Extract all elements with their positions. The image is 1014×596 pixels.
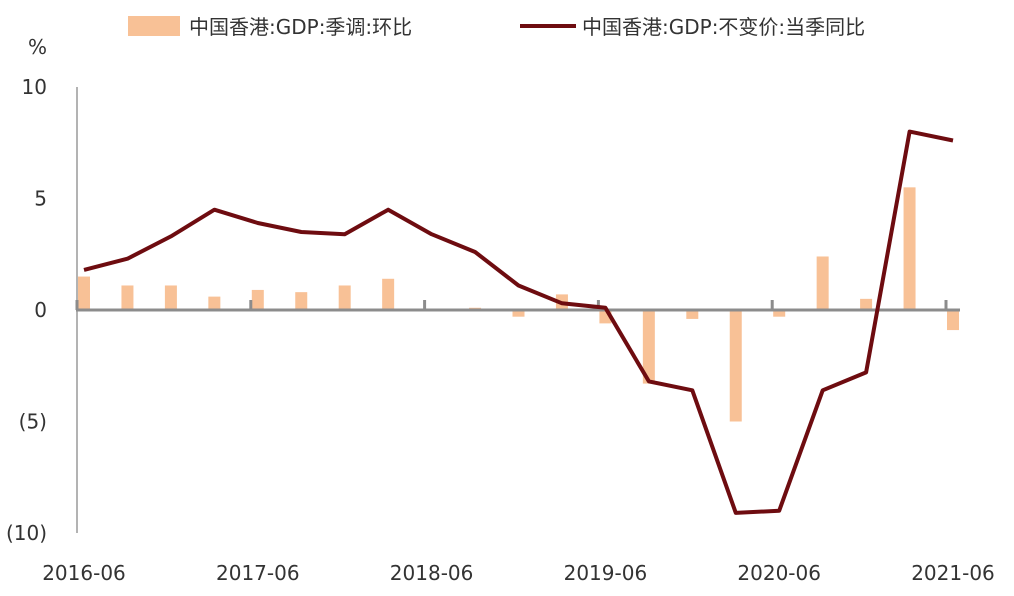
bar [947, 310, 959, 331]
bar [251, 289, 264, 310]
bar [642, 310, 655, 384]
x-axis-labels: 2016-06 2017-06 2018-06 2019-06 2020-06 2021-… [42, 561, 995, 585]
bar [729, 310, 742, 422]
y-axis-ticks: 10 5 0 (5) (10) [6, 75, 47, 545]
x-tick-label: 2020-06 [737, 561, 821, 585]
legend-swatch-bar [128, 16, 180, 36]
legend: 中国香港:GDP:季调:环比 中国香港:GDP:不变价:当季同比 [128, 15, 865, 39]
bar [382, 278, 395, 310]
y-unit-label: % [28, 35, 47, 59]
y-tick-label: (5) [19, 410, 47, 434]
bar [686, 310, 699, 319]
y-tick-label: 0 [34, 298, 47, 322]
legend-label-bar: 中国香港:GDP:季调:环比 [189, 15, 412, 39]
bar [903, 187, 916, 310]
x-tick-label: 2021-06 [911, 561, 995, 585]
y-tick-label: (10) [6, 521, 47, 545]
y-tick-label: 5 [34, 187, 47, 211]
yoy-line [83, 129, 954, 515]
y-tick-label: 10 [22, 75, 47, 99]
bar [773, 310, 786, 317]
bar [338, 285, 351, 310]
bar [295, 292, 308, 310]
x-tick-label: 2018-06 [390, 561, 474, 585]
bar [512, 310, 525, 317]
bar [78, 276, 90, 310]
bar-series [78, 187, 959, 422]
x-tick-label: 2017-06 [216, 561, 300, 585]
bar [860, 298, 873, 310]
bar [121, 285, 134, 310]
bar [208, 296, 221, 310]
bar [816, 256, 829, 310]
x-tick-label: 2016-06 [42, 561, 126, 585]
x-tick-label: 2019-06 [564, 561, 648, 585]
bar [164, 285, 177, 310]
legend-label-line: 中国香港:GDP:不变价:当季同比 [582, 15, 865, 39]
